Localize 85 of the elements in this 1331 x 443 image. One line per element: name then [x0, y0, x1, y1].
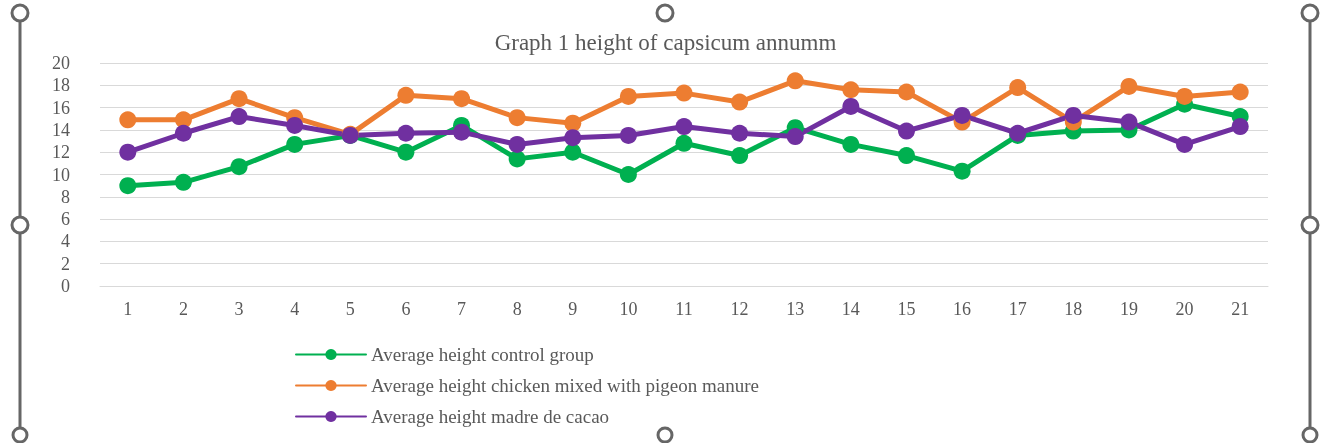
point	[786, 72, 804, 90]
point	[453, 90, 471, 108]
point	[397, 86, 415, 104]
x-tick-label: 11	[675, 299, 693, 319]
y-tick-label: 4	[61, 231, 70, 252]
legend-label: Average height control group	[371, 344, 594, 365]
x-tick-label: 3	[234, 299, 244, 319]
point	[119, 177, 137, 195]
point	[675, 84, 693, 102]
point	[1231, 118, 1249, 136]
y-tick-label: 18	[52, 75, 70, 96]
x-tick-label: 13	[786, 299, 805, 319]
point	[564, 129, 582, 147]
y-tick-label: 2	[61, 253, 70, 274]
x-tick-label: 16	[953, 299, 972, 319]
point	[286, 116, 304, 134]
x-tick-label: 17	[1008, 299, 1027, 319]
point	[508, 135, 526, 153]
y-tick-label: 16	[52, 97, 70, 118]
point	[842, 97, 860, 115]
point	[619, 166, 637, 183]
point	[675, 118, 693, 136]
point	[897, 83, 915, 101]
legend-label: Average height chicken mixed with pigeon manure	[371, 375, 759, 396]
y-tick-label: 10	[52, 164, 70, 185]
point	[619, 126, 637, 144]
point	[842, 135, 860, 153]
point	[619, 87, 637, 105]
point	[1120, 113, 1138, 131]
point	[119, 143, 137, 161]
x-tick-label: 1	[123, 299, 133, 319]
y-tick-label: 14	[52, 119, 70, 140]
x-tick-label: 6	[401, 299, 411, 319]
point	[508, 109, 526, 127]
x-tick-label: 18	[1064, 299, 1083, 319]
point	[230, 108, 248, 126]
point	[397, 143, 415, 161]
x-tick-label: 20	[1175, 299, 1194, 319]
chart-title: Graph 1 height of capsicum annumm	[494, 30, 837, 55]
point	[174, 173, 192, 191]
point	[953, 162, 971, 180]
x-tick-label: 8	[512, 299, 522, 319]
point	[453, 123, 471, 141]
point	[897, 147, 915, 165]
x-tick-label: 4	[290, 299, 300, 319]
point	[230, 158, 248, 176]
y-tick-label: 0	[61, 276, 70, 296]
point	[675, 134, 693, 152]
y-tick-label: 8	[61, 186, 70, 207]
point	[286, 135, 304, 153]
legend-label: Average height madre de cacao	[371, 406, 610, 427]
point	[174, 111, 192, 129]
x-tick-label: 5	[345, 299, 355, 319]
point	[1064, 106, 1082, 124]
x-tick-label: 19	[1119, 299, 1138, 319]
x-tick-label: 7	[457, 299, 467, 319]
point	[174, 124, 192, 142]
point	[1009, 79, 1027, 97]
point	[397, 124, 415, 142]
point	[842, 81, 860, 99]
y-tick-label: 12	[52, 142, 70, 163]
point	[1120, 77, 1138, 95]
x-tick-label: 12	[730, 299, 749, 319]
point	[508, 150, 526, 168]
x-tick-label: 2	[178, 299, 188, 319]
x-tick-label: 21	[1231, 299, 1250, 319]
point	[786, 128, 804, 146]
point	[564, 143, 582, 161]
point	[731, 93, 749, 111]
x-tick-label: 14	[841, 299, 860, 319]
x-tick-label: 15	[897, 299, 916, 319]
x-tick-label: 9	[568, 299, 578, 319]
point	[1176, 135, 1194, 153]
point	[731, 124, 749, 142]
point	[1231, 83, 1249, 101]
x-tick-label: 10	[619, 299, 638, 319]
point	[897, 122, 915, 140]
point	[953, 106, 971, 124]
point	[564, 114, 582, 132]
point	[731, 147, 749, 165]
point	[1176, 87, 1194, 105]
point	[230, 90, 248, 108]
y-tick-label: 20	[52, 53, 70, 73]
y-tick-label: 6	[61, 209, 70, 230]
point	[119, 111, 137, 129]
